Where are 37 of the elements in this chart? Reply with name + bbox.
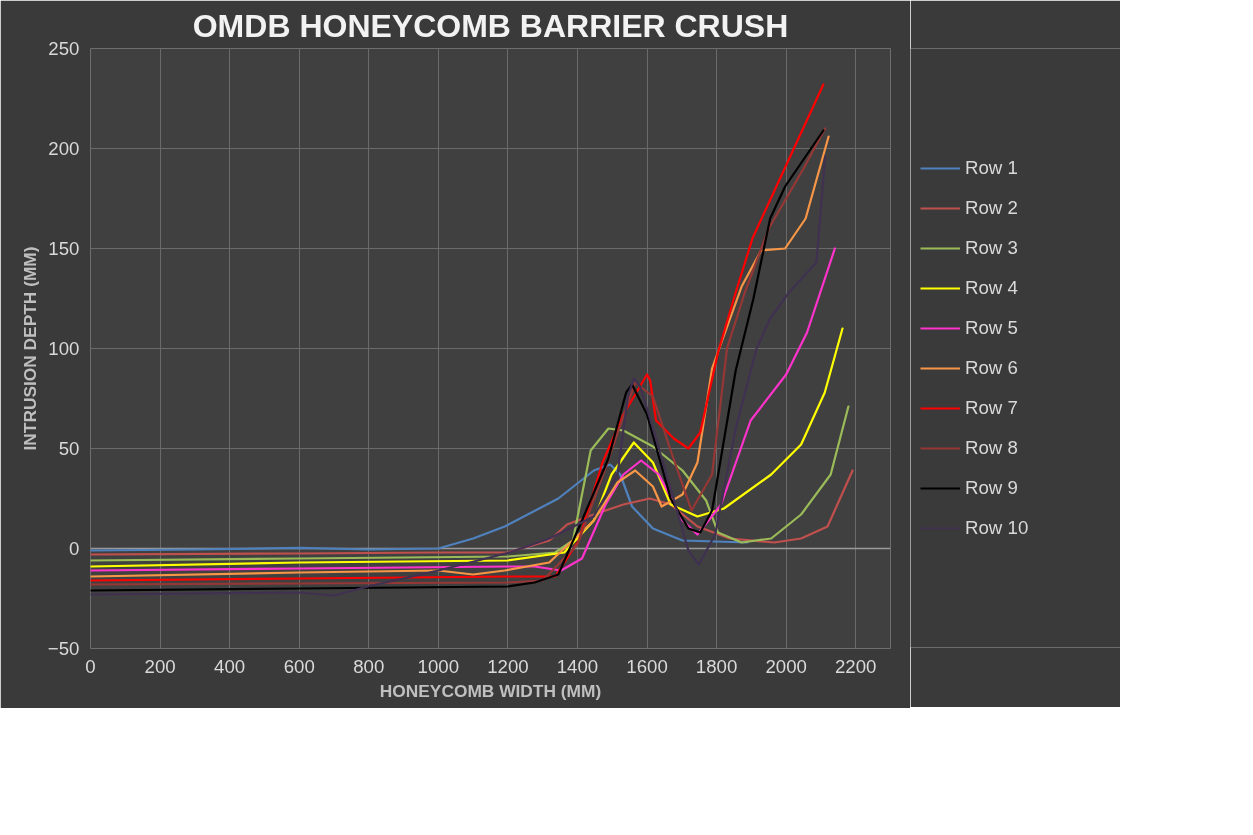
x-tick-label: 800 [353,655,385,677]
y-axis-title: INTRUSION DEPTH (MM) [19,246,40,451]
x-axis-title: HONEYCOMB WIDTH (MM) [379,680,602,701]
legend-label: Row 3 [965,236,1018,259]
y-tick-label: 100 [48,338,80,359]
x-tick-label: 1800 [695,655,738,677]
legend-label: Row 4 [965,276,1018,299]
y-tick-label: 200 [48,138,80,159]
y-tick-label: 0 [69,538,80,559]
legend-label: Row 9 [965,476,1018,499]
line-series [90,463,749,552]
x-tick-label: 1200 [487,655,529,677]
x-tick-label: 400 [214,655,246,677]
x-tick-label: 1400 [556,655,599,677]
legend-label: Row 7 [965,396,1018,419]
x-tick-label: 2000 [765,655,807,677]
y-tick-label: 250 [48,38,80,59]
line-series [90,469,854,556]
legend-label: Row 8 [965,436,1018,459]
y-tick-label: 50 [58,438,80,459]
legend-label: Row 10 [965,516,1029,539]
chart-title: OMDB HONEYCOMB BARRIER CRUSH [192,7,789,44]
x-tick-label: 1600 [626,655,668,677]
line-series [90,247,836,572]
x-tick-label: 0 [85,655,96,677]
x-tick-label: 1000 [417,655,460,677]
legend-label: Row 1 [965,156,1018,179]
legend-label: Row 5 [965,316,1018,339]
line-series [90,405,850,562]
x-tick-label: 200 [144,655,176,677]
x-tick-label: 600 [283,655,315,677]
line-series [90,327,844,568]
y-tick-label: −50 [47,638,80,659]
x-tick-label: 2200 [834,655,877,677]
y-tick-label: 150 [48,238,80,259]
legend-label: Row 2 [965,196,1018,219]
legend-label: Row 6 [965,356,1018,379]
